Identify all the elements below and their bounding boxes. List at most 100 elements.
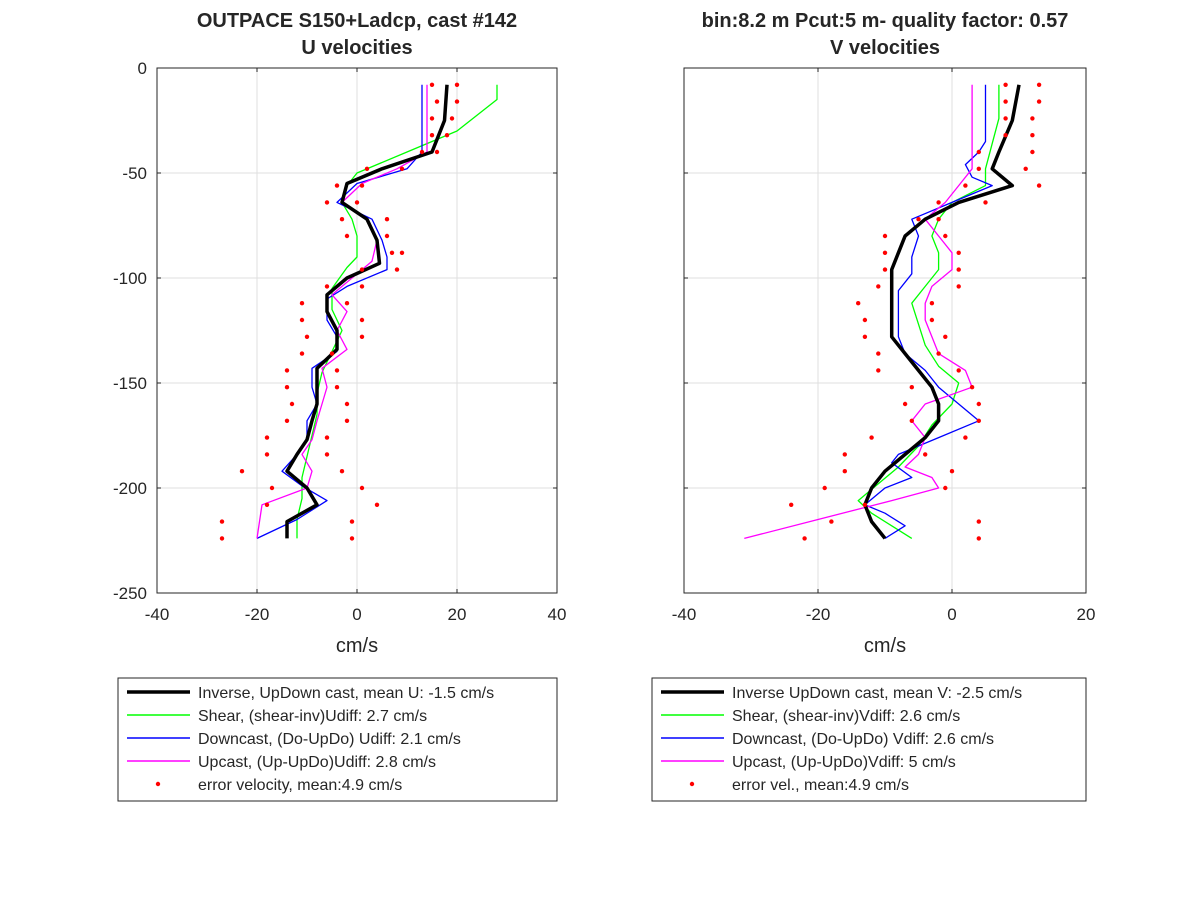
u-error-point (399, 166, 405, 171)
v-error-point (956, 284, 961, 289)
v-x-axis-label: cm/s (864, 635, 906, 657)
u-error-point (219, 519, 225, 524)
legend-error-dot (155, 781, 161, 787)
v-error-point (862, 317, 868, 323)
v-legend-shear-label: Shear, (shear-inv)Vdiff: 2.6 cm/s (732, 708, 960, 725)
u-x-tick-label: 20 (448, 605, 467, 624)
v-error-point (969, 385, 975, 390)
v-error-point (882, 250, 888, 255)
v-error-point (876, 351, 881, 356)
u-inverse-line (285, 84, 449, 539)
u-x-tick-label: -40 (145, 605, 170, 624)
u-error-point (324, 200, 330, 205)
v-panel-title-line1: bin:8.2 m Pcut:5 m- quality factor: 0.57 (702, 10, 1069, 32)
v-error-point (1030, 149, 1035, 155)
v-legend-downcast-label: Downcast, (Do-UpDo) Vdiff: 2.6 cm/s (732, 731, 994, 748)
v-tick-labels: -40 -20 0 20 (672, 67, 1096, 624)
u-velocity-panel: OUTPACE S150+Ladcp, cast #142 U velociti… (113, 10, 566, 802)
u-y-tick-label: -150 (113, 374, 147, 393)
u-error-point (374, 502, 380, 507)
v-error-point (876, 368, 881, 373)
u-y-tick-label: -50 (122, 164, 147, 183)
u-error-point (349, 519, 355, 524)
v-error-point (1003, 116, 1008, 121)
u-error-point (329, 351, 335, 356)
u-x-tick-label: -20 (245, 605, 270, 624)
u-error-point (434, 99, 440, 104)
u-x-tick-label: 0 (352, 605, 361, 624)
v-error-point (983, 200, 988, 205)
legend-error-dot (689, 781, 695, 787)
u-series-group (219, 82, 498, 541)
u-error-point (364, 166, 370, 171)
u-error-point (454, 82, 460, 88)
v-error-point (943, 485, 948, 491)
v-error-point (923, 452, 928, 457)
v-error-point (869, 435, 874, 440)
v-error-point (829, 519, 834, 524)
v-error-point (976, 401, 981, 407)
v-error-point (882, 233, 888, 239)
v-axes-box (683, 67, 1087, 594)
v-error-point (902, 401, 908, 407)
u-error-point (359, 485, 365, 491)
v-error-point (822, 485, 827, 491)
u-error-point (359, 334, 365, 339)
v-error-point (1036, 99, 1042, 104)
u-error-point (344, 301, 350, 306)
u-legend-error-label: error velocity, mean:4.9 cm/s (198, 777, 402, 794)
v-error-point (862, 502, 868, 507)
v-upcast-line (744, 84, 973, 540)
v-error-point (789, 502, 794, 507)
u-error-point (394, 267, 400, 272)
u-error-point (429, 133, 435, 138)
u-legend-inverse-label: Inverse, UpDown cast, mean U: -1.5 cm/s (198, 685, 494, 702)
u-error-point (449, 116, 455, 121)
v-x-tick-label: 0 (947, 605, 956, 624)
v-error-point (976, 519, 981, 524)
v-error-point (862, 334, 868, 339)
v-x-tick-label: -20 (806, 605, 831, 624)
v-error-point (1003, 82, 1008, 88)
v-error-point (943, 334, 948, 339)
v-error-point (976, 536, 981, 541)
u-error-point (359, 284, 365, 289)
v-shear-line (857, 84, 1000, 539)
v-error-point (1030, 133, 1035, 138)
u-error-point (344, 233, 350, 239)
u-error-point (334, 385, 340, 390)
u-error-point (344, 401, 350, 407)
v-error-point (882, 267, 888, 272)
u-legend-box (117, 677, 558, 802)
v-error-point (956, 267, 961, 272)
v-error-point (916, 217, 921, 222)
v-inverse-line (863, 84, 1021, 540)
u-legend-downcast-label: Downcast, (Do-UpDo) Udiff: 2.1 cm/s (198, 731, 461, 748)
v-error-point (943, 233, 948, 239)
u-error-point (289, 401, 295, 407)
v-error-point (929, 301, 935, 306)
u-error-point (324, 284, 330, 289)
u-error-point (324, 435, 330, 440)
v-series-group (744, 82, 1042, 541)
v-velocity-panel: bin:8.2 m Pcut:5 m- quality factor: 0.57… (651, 10, 1096, 802)
u-error-point (454, 99, 460, 104)
u-panel-title-line1: OUTPACE S150+Ladcp, cast #142 (197, 10, 517, 32)
u-y-tick-label: -200 (113, 479, 147, 498)
v-panel-title-line2: V velocities (830, 37, 940, 59)
u-y-tick-label: -100 (113, 269, 147, 288)
u-error-point (334, 368, 340, 373)
u-error-point (444, 133, 450, 138)
u-error-point (334, 183, 340, 188)
u-error-point (339, 469, 345, 474)
u-error-point (284, 418, 290, 423)
u-error-point (419, 149, 425, 155)
v-error-point (976, 418, 981, 423)
v-error-point (1036, 183, 1042, 188)
v-error-point (1003, 99, 1008, 104)
v-legend-error-swatch (689, 781, 695, 787)
v-x-tick-label: 20 (1077, 605, 1096, 624)
u-error-point (299, 351, 305, 356)
u-legend-shear-label: Shear, (shear-inv)Udiff: 2.7 cm/s (198, 708, 427, 725)
